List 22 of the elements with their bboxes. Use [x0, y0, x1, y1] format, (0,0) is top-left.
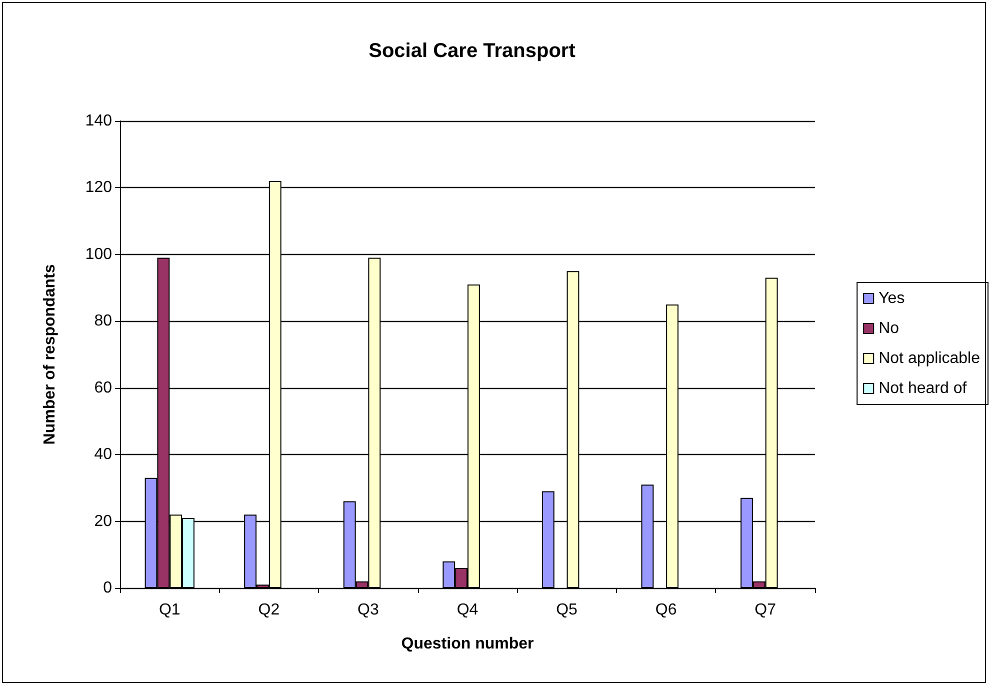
legend-label: Not heard of: [878, 380, 968, 397]
x-tick-label: Q7: [754, 602, 776, 618]
y-tick-label: 120: [85, 179, 112, 196]
y-axis-title: Number of respondants: [42, 264, 58, 445]
x-tick-label: Q1: [158, 602, 180, 618]
y-tick-label: 100: [85, 246, 112, 263]
x-tick-label: Q5: [556, 602, 578, 618]
y-tick-label: 20: [94, 512, 112, 530]
legend-label: No: [878, 320, 900, 337]
x-tick-label: Q4: [456, 602, 478, 618]
x-tick-label: Q6: [655, 602, 677, 618]
legend-label: Not applicable: [878, 350, 980, 367]
y-tick-label: 0: [103, 580, 112, 596]
x-tick-label: Q2: [258, 602, 280, 618]
x-tick-label: Q3: [358, 602, 379, 618]
y-tick-label: 40: [94, 446, 112, 464]
y-tick-label: 60: [94, 379, 112, 396]
chart-title: Social Care Transport: [368, 40, 576, 62]
legend-label: Yes: [878, 290, 905, 307]
y-tick-label: 80: [94, 312, 112, 330]
x-axis-title: Question number: [401, 636, 534, 652]
y-tick-label: 140: [85, 112, 112, 130]
